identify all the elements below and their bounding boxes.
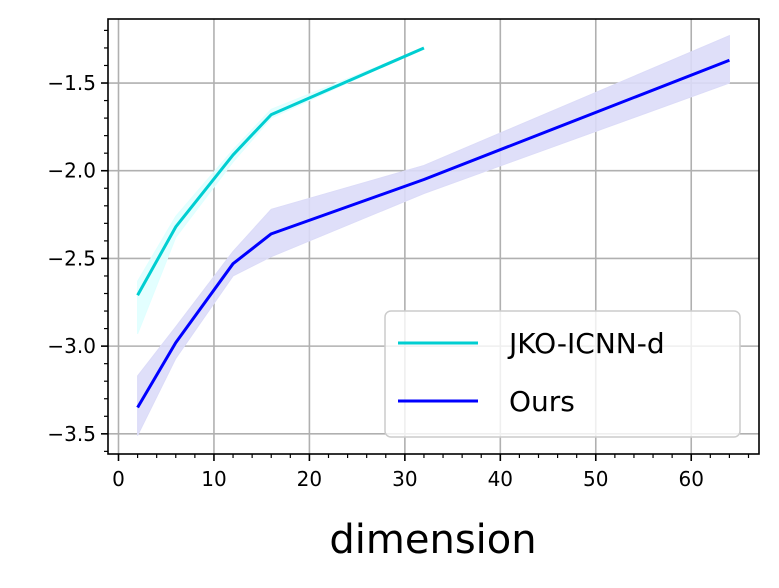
band-ours xyxy=(137,34,730,436)
x-tick-label: 10 xyxy=(201,467,226,491)
y-tick-label: −3.0 xyxy=(47,334,96,358)
line-ours xyxy=(136,58,730,409)
y-tick-label: −2.5 xyxy=(47,246,96,270)
series-lines xyxy=(136,46,730,409)
line-jko-icnn-d xyxy=(136,46,425,296)
x-tick-label: 50 xyxy=(583,467,608,491)
x-tick-label: 0 xyxy=(112,467,125,491)
x-tick-label: 40 xyxy=(488,467,513,491)
x-axis-label: dimension xyxy=(329,517,536,563)
legend-label-jko-icnn-d: JKO-ICNN-d xyxy=(507,327,665,360)
band-jko-icnn-d xyxy=(137,47,425,335)
confidence-bands xyxy=(137,34,730,436)
y-tick-label: −2.0 xyxy=(47,159,96,183)
y-tick-label: −3.5 xyxy=(47,422,96,446)
x-tick-label: 60 xyxy=(679,467,704,491)
tick-labels: 0 10 20 30 40 50 60 −3.5 −3.0 −2.5 −2.0 −1.5 xyxy=(47,71,704,491)
legend-label-ours: Ours xyxy=(509,385,575,418)
x-tick-label: 20 xyxy=(297,467,322,491)
y-tick-label: −1.5 xyxy=(47,71,96,95)
legend: JKO-ICNN-d Ours xyxy=(384,310,741,438)
plot-frame xyxy=(107,18,760,455)
axis-ticks xyxy=(101,29,750,461)
x-tick-label: 30 xyxy=(392,467,417,491)
